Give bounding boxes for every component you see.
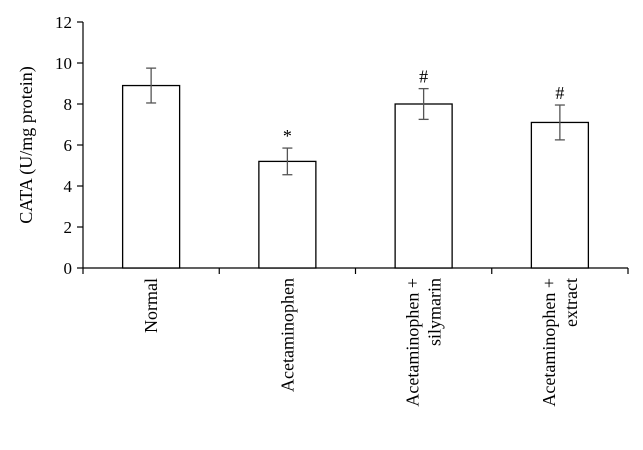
y-tick-label: 12 — [55, 13, 72, 32]
significance-marker: * — [283, 126, 292, 146]
x-category-label: silymarin — [425, 278, 445, 346]
y-tick-label: 0 — [64, 259, 73, 278]
bar — [394, 103, 453, 269]
x-category-label: Acetaminophen — [277, 278, 297, 392]
x-category-label: Acetaminophen + — [539, 278, 559, 407]
bar — [530, 121, 590, 269]
x-category-label: extract — [561, 278, 581, 327]
significance-marker: # — [419, 67, 428, 87]
y-tick-label: 6 — [64, 136, 73, 155]
y-tick-label: 8 — [64, 95, 73, 114]
significance-marker: # — [555, 83, 564, 103]
plot-area: 0 2 4 6 8 10 12 Normal * Acetaminophen # Acetaminop… — [55, 13, 629, 407]
bar — [121, 84, 181, 269]
x-category-label: Acetaminophen + — [403, 278, 423, 407]
y-tick-label: 10 — [55, 54, 72, 73]
x-category-label: Normal — [141, 278, 161, 333]
y-tick-label: 4 — [64, 177, 73, 196]
bar — [258, 160, 317, 269]
y-tick-label: 2 — [64, 218, 73, 237]
y-axis-title: CATA (U/mg protein) — [16, 66, 37, 224]
